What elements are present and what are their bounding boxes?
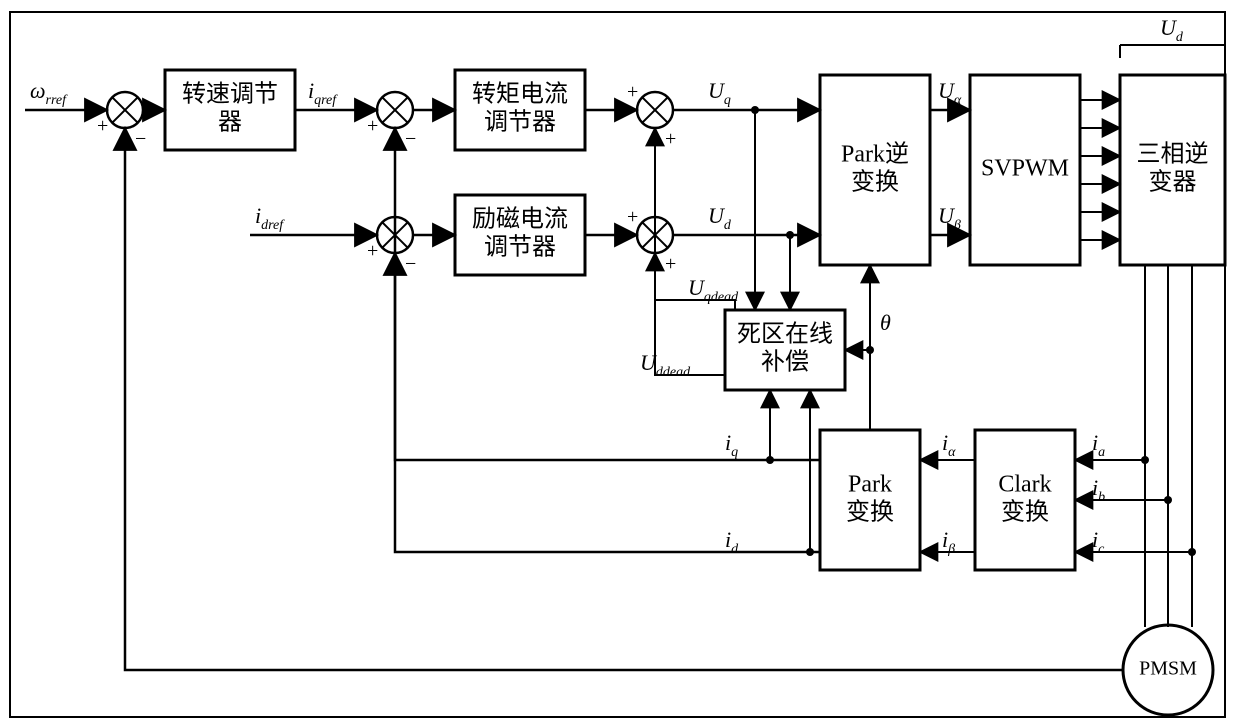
three-phase-inverter-block-label: 三相逆 [1137, 141, 1209, 168]
label-theta: θ [880, 310, 891, 335]
svg-text:−: − [135, 128, 146, 150]
label-ia: ia [1092, 430, 1105, 460]
park-transform-block-label: 变换 [846, 498, 894, 525]
label-i_dref: idref [255, 203, 285, 233]
label-iq: iq [725, 430, 738, 460]
three-phase-inverter-block-label: 变器 [1149, 168, 1197, 195]
svpwm-block-label: SVPWM [981, 156, 1069, 182]
svg-text:+: + [627, 81, 638, 103]
torque-current-regulator-block-label: 转矩电流 [472, 81, 568, 108]
deadtime-compensation-block-label: 补偿 [761, 348, 809, 375]
svg-text:+: + [627, 206, 638, 228]
svg-text:+: + [97, 115, 108, 137]
deadtime-compensation-block-label: 死区在线 [737, 321, 833, 348]
flux-current-regulator-block-label: 调节器 [484, 233, 556, 260]
label-w_rref: ωrref [30, 78, 68, 108]
label-Ud: Ud [708, 203, 732, 233]
park-transform-block-label: Park [848, 472, 892, 498]
speed-regulator-block-label: 器 [218, 109, 242, 135]
clark-transform-block-label: 变换 [1001, 498, 1049, 525]
label-Ua: Uα [938, 78, 962, 108]
label-Uq: Uq [708, 78, 731, 108]
park-inverse-block-label: Park逆 [841, 141, 909, 168]
label-i_qref: iqref [308, 78, 338, 108]
label-i_alpha: iα [942, 430, 956, 460]
svg-text:+: + [367, 115, 378, 137]
park-inverse-block-label: 变换 [851, 168, 899, 195]
svg-text:−: − [405, 128, 416, 150]
svg-text:−: − [405, 253, 416, 275]
flux-current-regulator-block-label: 励磁电流 [472, 206, 568, 233]
pmsm-label: PMSM [1139, 658, 1197, 680]
label-Ud_top: Ud [1160, 15, 1184, 45]
svg-text:+: + [665, 253, 676, 275]
svg-text:+: + [665, 128, 676, 150]
svg-text:+: + [367, 240, 378, 262]
label-Ub: Uβ [938, 203, 961, 233]
speed-regulator-block-label: 转速调节 [182, 81, 278, 108]
torque-current-regulator-block-label: 调节器 [484, 108, 556, 135]
clark-transform-block-label: Clark [998, 472, 1051, 498]
